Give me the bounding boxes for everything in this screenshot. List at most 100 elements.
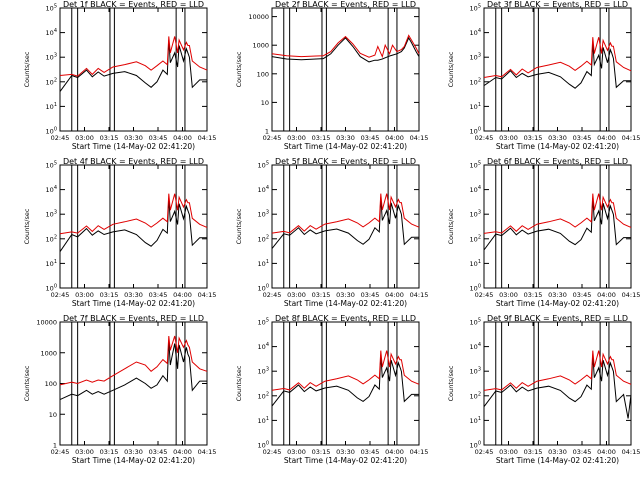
- y-tick-label: 105: [46, 4, 57, 13]
- panel-det-1: Det 1f BLACK = Events, RED = LLD 100 101 10…: [23, 0, 216, 151]
- series-events-line: [271, 354, 419, 407]
- y-axis-label: Counts/sec: [23, 208, 31, 244]
- series-events-line: [271, 36, 420, 63]
- y-tick-label: 10000: [248, 13, 269, 21]
- y-tick-label: 102: [470, 77, 481, 86]
- panel-det-4: Det 4f BLACK = Events, RED = LLD 100 101 10…: [23, 157, 216, 308]
- series-events-line: [483, 354, 632, 419]
- y-tick-label: 104: [470, 185, 481, 194]
- y-tick-label: 101: [258, 416, 269, 425]
- x-tick-label: 03:00: [287, 134, 306, 142]
- x-axis-label: Start Time (14-May-02 02:41:20): [496, 142, 619, 151]
- y-axis-label: Counts/sec: [23, 51, 31, 87]
- x-tick-label: 03:30: [124, 448, 143, 456]
- y-axis-label: Counts/sec: [447, 208, 455, 244]
- x-tick-label: 03:15: [312, 134, 331, 142]
- y-tick-label: 103: [470, 367, 481, 376]
- x-tick-label: 03:00: [499, 134, 518, 142]
- y-tick-label: 1: [265, 128, 269, 136]
- y-tick-label: 101: [470, 102, 481, 111]
- x-tick-label: 03:30: [548, 291, 567, 299]
- y-tick-label: 1000: [252, 42, 269, 50]
- y-tick-label: 102: [470, 391, 481, 400]
- y-tick-label: 100: [258, 441, 269, 450]
- y-tick-label: 101: [258, 259, 269, 268]
- y-tick-label: 1: [53, 442, 57, 450]
- y-tick-label: 100: [46, 284, 57, 293]
- y-tick-label: 103: [46, 210, 57, 219]
- x-tick-label: 04:00: [597, 448, 616, 456]
- chart-title: Det 3f BLACK = Events, RED = LLD: [487, 0, 628, 9]
- x-tick-label: 03:00: [75, 291, 94, 299]
- y-tick-label: 104: [258, 185, 269, 194]
- x-tick-label: 04:00: [597, 291, 616, 299]
- x-tick-label: 04:00: [385, 448, 404, 456]
- series-events-line: [59, 39, 207, 92]
- x-tick-label: 04:00: [597, 134, 616, 142]
- chart-title: Det 6f BLACK = Events, RED = LLD: [487, 157, 628, 166]
- x-tick-label: 03:30: [336, 448, 355, 456]
- x-tick-label: 03:30: [548, 448, 567, 456]
- y-tick-label: 105: [258, 318, 269, 327]
- series-lld-line: [271, 193, 420, 234]
- x-axis-label: Start Time (14-May-02 02:41:20): [284, 456, 407, 465]
- y-tick-label: 103: [470, 210, 481, 219]
- y-tick-label: 103: [258, 367, 269, 376]
- panel-det-2: Det 2f BLACK = Events, RED = LLD 1 10 100 10…: [235, 0, 428, 151]
- x-axis-label: Start Time (14-May-02 02:41:20): [284, 299, 407, 308]
- y-tick-label: 103: [46, 53, 57, 62]
- panel-det-5: Det 5f BLACK = Events, RED = LLD 100 101 10…: [235, 157, 428, 308]
- x-tick-label: 03:45: [361, 291, 380, 299]
- y-tick-label: 102: [470, 234, 481, 243]
- x-tick-label: 03:30: [124, 134, 143, 142]
- x-tick-label: 02:45: [51, 291, 70, 299]
- y-tick-label: 102: [46, 234, 57, 243]
- chart-title: Det 8f BLACK = Events, RED = LLD: [275, 314, 416, 323]
- x-tick-label: 03:30: [548, 134, 567, 142]
- x-tick-label: 03:15: [312, 448, 331, 456]
- x-tick-label: 03:15: [524, 448, 543, 456]
- panel-det-6: Det 6f BLACK = Events, RED = LLD 100 101 10…: [447, 157, 640, 308]
- x-tick-label: 03:15: [524, 134, 543, 142]
- y-tick-label: 104: [258, 342, 269, 351]
- series-lld-line: [483, 350, 632, 391]
- series-events-line: [59, 340, 207, 401]
- x-tick-label: 03:00: [499, 448, 518, 456]
- panel-det-9: Det 9f BLACK = Events, RED = LLD 100 101 10…: [447, 314, 640, 465]
- chart-title: Det 1f BLACK = Events, RED = LLD: [63, 0, 204, 9]
- series-events-line: [483, 42, 631, 89]
- y-tick-label: 103: [258, 210, 269, 219]
- x-tick-label: 03:45: [149, 134, 168, 142]
- series-events-line: [483, 197, 631, 251]
- x-tick-label: 03:45: [573, 448, 592, 456]
- y-tick-label: 103: [470, 53, 481, 62]
- series-lld-line: [59, 193, 208, 235]
- y-axis-label: Counts/sec: [235, 51, 243, 87]
- x-tick-label: 04:00: [385, 291, 404, 299]
- series-lld-line: [483, 193, 632, 234]
- y-tick-label: 104: [46, 28, 57, 37]
- x-tick-label: 02:45: [51, 448, 70, 456]
- x-tick-label: 03:30: [336, 291, 355, 299]
- x-axis-label: Start Time (14-May-02 02:41:20): [496, 299, 619, 308]
- x-tick-label: 04:00: [385, 134, 404, 142]
- x-tick-label: 03:15: [100, 448, 119, 456]
- panel-det-8: Det 8f BLACK = Events, RED = LLD 100 101 10…: [235, 314, 428, 465]
- x-tick-label: 03:45: [361, 134, 380, 142]
- x-tick-label: 03:45: [149, 291, 168, 299]
- x-tick-label: 03:45: [573, 291, 592, 299]
- x-tick-label: 04:15: [622, 448, 640, 456]
- x-axis-label: Start Time (14-May-02 02:41:20): [496, 456, 619, 465]
- x-tick-label: 03:30: [336, 134, 355, 142]
- y-tick-label: 105: [258, 161, 269, 170]
- x-tick-label: 03:00: [75, 448, 94, 456]
- y-tick-label: 100: [45, 380, 57, 388]
- y-tick-label: 105: [46, 161, 57, 170]
- y-tick-label: 102: [46, 77, 57, 86]
- x-tick-label: 03:45: [573, 134, 592, 142]
- x-tick-label: 03:15: [100, 291, 119, 299]
- x-tick-label: 02:45: [263, 448, 282, 456]
- x-tick-label: 03:00: [75, 134, 94, 142]
- x-tick-label: 04:15: [410, 448, 429, 456]
